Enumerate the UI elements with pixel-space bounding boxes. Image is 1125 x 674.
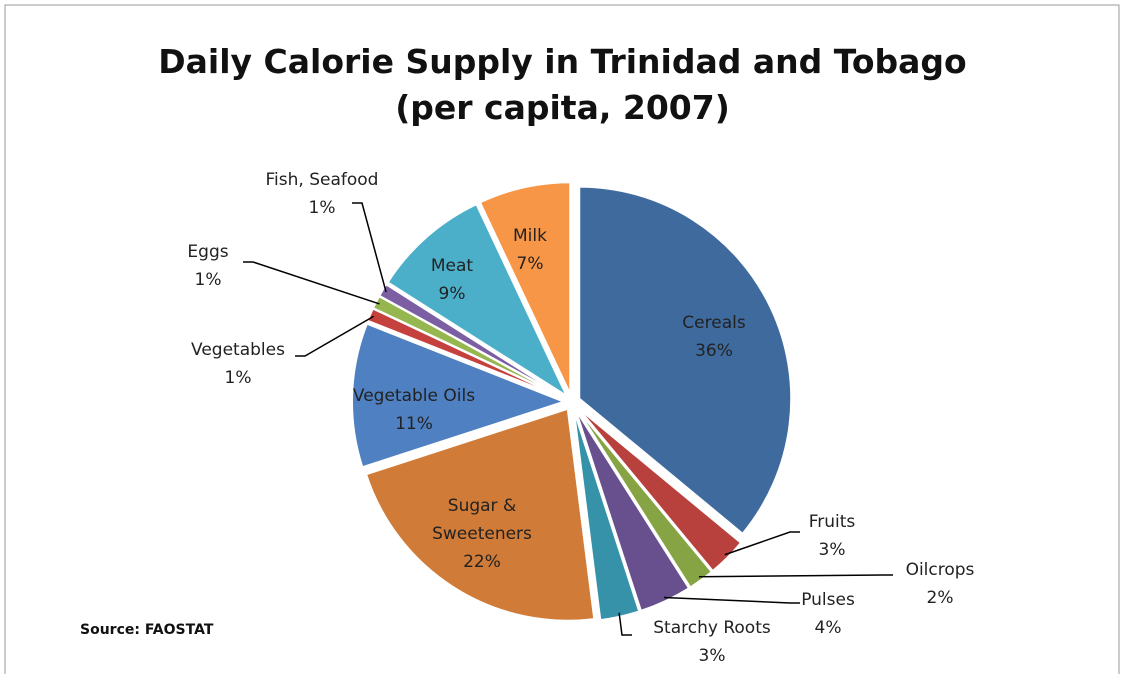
slice-label: Vegetables 1%: [178, 336, 298, 392]
leader-line: [352, 202, 387, 293]
pie-slice: [364, 407, 596, 622]
slice-category: Fruits: [808, 512, 856, 532]
pie-slice: [386, 202, 570, 399]
slice-value: 11%: [395, 414, 433, 434]
slice-label: Vegetable Oils 11%: [339, 382, 489, 438]
slice-value: 1%: [224, 368, 252, 388]
leader-line: [724, 531, 800, 556]
slice-value: 7%: [516, 254, 544, 274]
slice-category: Cereals: [682, 313, 746, 333]
slice-label: Meat 9%: [412, 252, 492, 308]
chart-title: Daily Calorie Supply in Trinidad and Tob…: [158, 42, 967, 81]
slice-label: Fish, Seafood 1%: [242, 166, 402, 222]
slice-label: Milk 7%: [490, 222, 570, 278]
slice-category: Eggs: [187, 242, 229, 262]
slice-label: Starchy Roots 3%: [632, 614, 792, 670]
pie-slice: [576, 406, 743, 573]
slice-value: 36%: [695, 341, 733, 361]
leader-line: [698, 574, 893, 578]
pie-slice: [578, 185, 793, 536]
slice-value: 1%: [194, 270, 222, 290]
slice-label: Cereals 36%: [654, 309, 774, 365]
slice-value: 1%: [308, 198, 336, 218]
slice-category: Sugar & Sweeteners: [432, 496, 532, 544]
slice-category: Milk: [513, 226, 547, 246]
pie-slice: [574, 408, 691, 613]
slice-category: Meat: [430, 256, 474, 276]
slice-value: 4%: [814, 618, 842, 638]
slice-label: Oilcrops 2%: [895, 556, 985, 612]
leader-line: [295, 315, 375, 357]
slice-category: Vegetables: [191, 340, 285, 360]
pie-slice: [575, 407, 714, 589]
slice-label: Sugar & Sweeteners 22%: [422, 492, 542, 576]
slice-value: 2%: [926, 588, 954, 608]
slice-category: Vegetable Oils: [352, 386, 476, 406]
slice-category: Fish, Seafood: [265, 170, 379, 190]
slice-category: Pulses: [801, 590, 855, 610]
slice-value: 3%: [818, 540, 846, 560]
slice-category: Oilcrops: [905, 560, 975, 580]
slice-label: Pulses 4%: [788, 586, 868, 642]
slice-value: 9%: [438, 284, 466, 304]
slice-label: Eggs 1%: [178, 238, 238, 294]
pie-slice: [351, 322, 567, 469]
slice-value: 3%: [698, 646, 726, 666]
leader-line: [243, 261, 380, 305]
leader-line: [663, 596, 800, 604]
slice-category: Starchy Roots: [653, 618, 771, 638]
pie-slice: [478, 181, 572, 395]
pie-slice: [377, 282, 566, 399]
slice-label: Fruits 3%: [792, 508, 872, 564]
chart-subtitle: (per capita, 2007): [395, 88, 730, 127]
slice-value: 22%: [463, 552, 501, 572]
chart-frame: [4, 4, 1120, 674]
source-note: Source: FAOSTAT: [80, 622, 214, 638]
leader-line: [618, 612, 632, 636]
